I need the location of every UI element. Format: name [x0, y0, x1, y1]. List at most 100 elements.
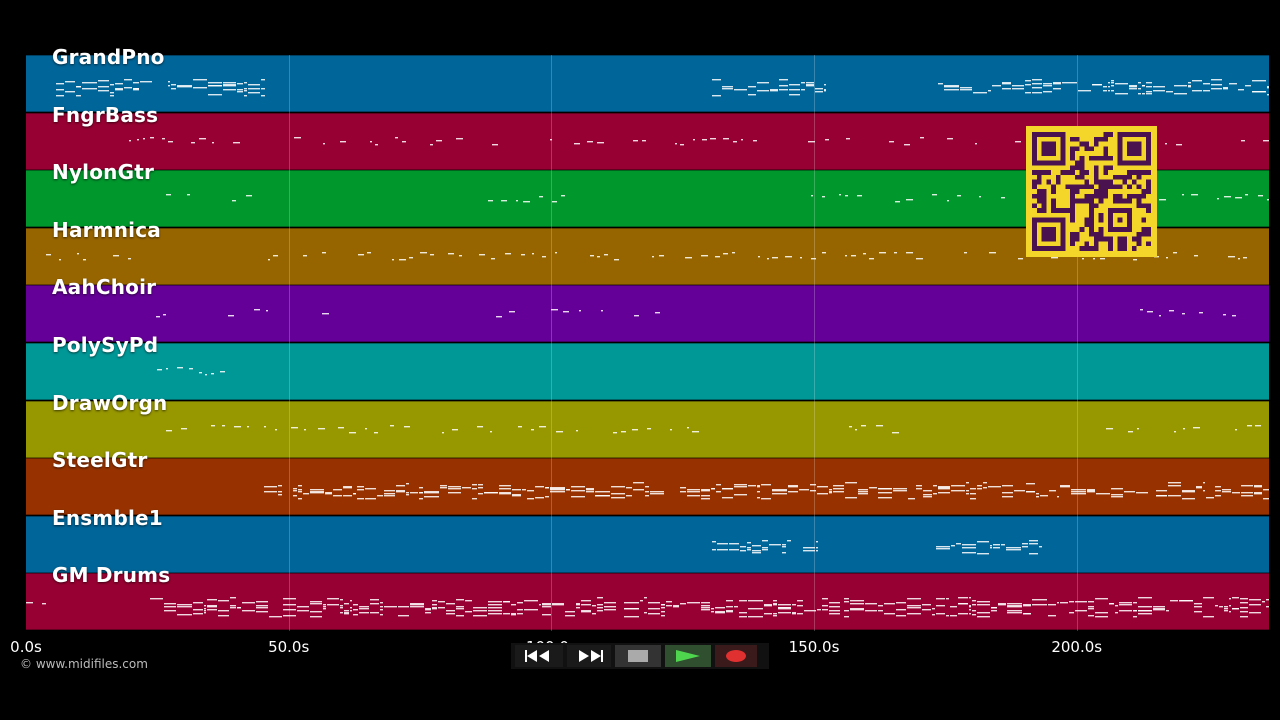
note	[586, 491, 594, 493]
note	[566, 489, 570, 491]
note	[1168, 495, 1181, 497]
note	[1119, 604, 1132, 606]
note	[824, 84, 826, 86]
note	[1133, 610, 1137, 612]
track-grandpno[interactable]: GrandPno	[26, 45, 1269, 112]
note	[850, 600, 864, 602]
track-steelgtr[interactable]: SteelGtr	[26, 448, 1269, 516]
note	[1267, 87, 1269, 89]
track-polysypd[interactable]: PolySyPd	[26, 333, 1269, 400]
note	[207, 609, 217, 611]
note	[778, 608, 791, 610]
note	[1252, 80, 1266, 82]
note	[661, 604, 665, 606]
note	[230, 605, 236, 607]
note	[878, 605, 883, 607]
note	[424, 491, 439, 493]
note	[998, 604, 1006, 606]
note	[499, 488, 511, 490]
note	[779, 79, 788, 81]
note	[1002, 82, 1011, 84]
tick-label: 150.0s	[788, 638, 840, 656]
note	[962, 546, 976, 549]
note	[535, 486, 544, 488]
note	[193, 602, 203, 604]
note	[488, 601, 502, 603]
rewind-button[interactable]	[515, 645, 563, 667]
note	[597, 141, 604, 143]
note	[687, 426, 689, 428]
note	[979, 196, 981, 198]
note	[166, 429, 172, 431]
note	[1188, 85, 1191, 87]
note	[1023, 613, 1031, 615]
note	[156, 316, 160, 318]
note	[621, 430, 626, 432]
note	[1124, 491, 1135, 493]
note	[343, 495, 352, 497]
note	[1095, 612, 1108, 614]
note	[861, 424, 866, 426]
note	[1182, 491, 1195, 493]
note	[1153, 86, 1165, 88]
note	[1128, 430, 1133, 432]
note	[177, 367, 183, 369]
note	[488, 604, 502, 606]
note	[1029, 539, 1038, 542]
note	[1168, 482, 1181, 484]
note	[248, 92, 260, 94]
note	[234, 425, 241, 427]
note	[517, 613, 523, 615]
note	[1043, 85, 1052, 87]
note	[410, 492, 418, 494]
note	[223, 85, 236, 87]
note	[655, 312, 660, 314]
note	[323, 606, 326, 608]
note	[1224, 608, 1228, 610]
note	[168, 140, 173, 142]
stop-button[interactable]	[615, 645, 661, 667]
note	[484, 492, 498, 494]
note	[511, 613, 516, 615]
piano-roll[interactable]: GrandPno FngrBass NylonGtr Harmnica AahChoir…	[26, 45, 1269, 631]
note	[884, 613, 895, 615]
note	[527, 498, 534, 500]
note	[380, 609, 383, 611]
track-gm-drums[interactable]: GM Drums	[26, 563, 1269, 631]
note	[988, 486, 1001, 488]
note	[958, 597, 968, 599]
note	[1262, 601, 1265, 603]
track-aahchoir[interactable]: AahChoir	[26, 275, 1269, 343]
note	[384, 490, 395, 492]
note	[817, 493, 828, 495]
note	[396, 490, 405, 492]
fast-forward-button[interactable]	[567, 645, 611, 667]
track-draworgn[interactable]: DrawOrgn	[26, 391, 1269, 458]
track-ensmble1[interactable]: Ensmble1	[26, 506, 1269, 573]
note	[370, 612, 379, 614]
note	[1018, 257, 1023, 260]
note	[571, 490, 585, 492]
note	[907, 607, 921, 609]
note	[98, 90, 109, 92]
note	[1032, 79, 1042, 81]
note	[752, 544, 761, 547]
note	[680, 603, 686, 605]
note	[1222, 489, 1231, 491]
note	[446, 610, 455, 612]
record-button[interactable]	[715, 645, 757, 667]
note	[936, 598, 945, 600]
note	[157, 369, 162, 371]
note	[858, 489, 868, 491]
note	[1169, 310, 1174, 312]
note	[716, 491, 721, 493]
note	[969, 597, 971, 599]
note	[839, 194, 841, 196]
note	[748, 86, 756, 88]
note	[797, 605, 803, 607]
note	[962, 543, 976, 546]
note	[77, 252, 79, 255]
note	[571, 496, 585, 498]
play-button[interactable]	[665, 645, 711, 667]
note	[1263, 489, 1269, 491]
